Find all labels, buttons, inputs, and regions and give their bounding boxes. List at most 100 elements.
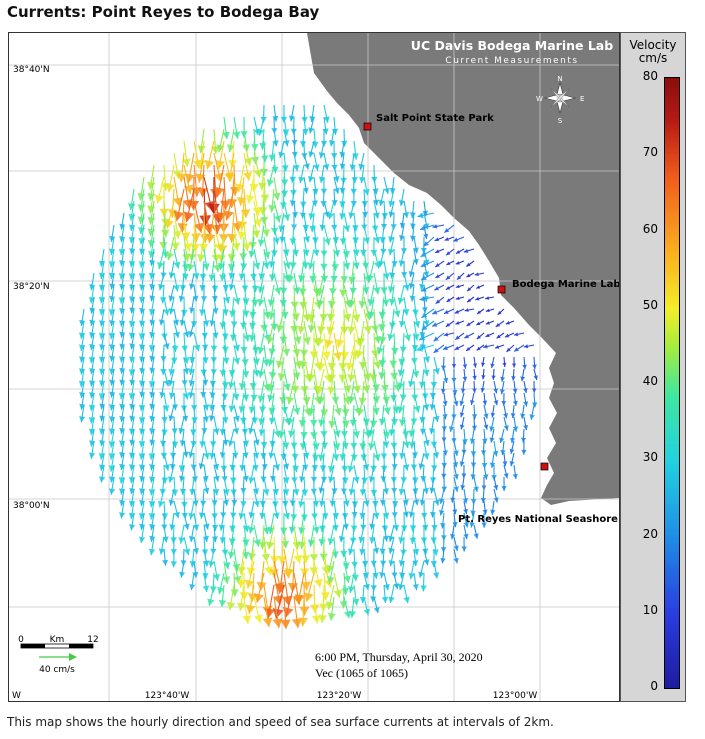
current-vector-head xyxy=(360,249,367,257)
current-vector-head xyxy=(283,213,291,221)
current-vector-head xyxy=(435,249,440,254)
current-vector-head xyxy=(168,499,175,506)
current-vector-head xyxy=(376,346,385,355)
current-vector-head xyxy=(511,363,517,368)
current-vector-head xyxy=(501,486,507,492)
current-vector-head xyxy=(163,343,170,350)
current-vector-head xyxy=(89,368,96,375)
current-vector-head xyxy=(370,560,377,567)
current-vector-head xyxy=(129,379,136,386)
scale-zero: 0 xyxy=(18,635,24,645)
current-vector-head xyxy=(451,438,457,444)
current-vector-head xyxy=(227,198,238,209)
current-vector-head xyxy=(408,511,415,518)
current-vector-head xyxy=(369,420,378,428)
current-vector-head xyxy=(149,535,156,542)
current-vector-head xyxy=(250,394,258,402)
current-vector-head xyxy=(245,579,255,589)
current-vector-head xyxy=(411,452,419,459)
current-vector-head xyxy=(327,212,335,220)
current-vector-head xyxy=(261,463,268,470)
current-vector-head xyxy=(373,286,381,295)
current-vector-head xyxy=(389,360,398,368)
current-vector-head xyxy=(139,391,146,398)
lon-label-123-00: 123°00'W xyxy=(493,691,538,701)
current-vector-head xyxy=(372,384,380,392)
current-vector-head xyxy=(243,334,251,342)
current-vector-head xyxy=(435,274,440,278)
current-vector-head xyxy=(229,464,236,471)
current-vector-head xyxy=(503,425,509,431)
current-vector-head xyxy=(233,415,240,422)
current-vector-head xyxy=(266,541,275,550)
current-vector-head xyxy=(315,337,325,347)
current-vector-head xyxy=(240,209,251,219)
current-vector-head xyxy=(109,235,116,242)
current-vector-head xyxy=(109,355,116,362)
current-vector-head xyxy=(432,549,439,556)
current-vector-head xyxy=(180,309,188,316)
current-vector-head xyxy=(192,524,200,531)
current-vector-head xyxy=(408,430,416,438)
current-vector-head xyxy=(433,415,440,422)
current-vector-head xyxy=(221,333,229,340)
current-vector-head xyxy=(228,405,236,413)
current-vector-head xyxy=(129,524,136,531)
current-vector-head xyxy=(370,249,378,256)
current-vector-head xyxy=(161,429,168,436)
current-vector-head xyxy=(202,357,209,364)
current-vector-head xyxy=(310,432,318,440)
current-vector-head xyxy=(298,176,305,184)
current-vector-head xyxy=(281,540,290,549)
current-vector-head xyxy=(119,283,126,290)
current-vector-head xyxy=(317,396,326,404)
current-vector-head xyxy=(313,164,320,171)
current-vector-head xyxy=(188,535,196,543)
current-vector-head xyxy=(99,403,106,410)
current-vector-head xyxy=(293,164,300,172)
current-vector-head xyxy=(202,585,210,593)
current-vector-head xyxy=(258,182,267,191)
current-vector-head xyxy=(511,376,516,381)
current-vector-head xyxy=(188,451,195,458)
current-vector-head xyxy=(283,383,291,391)
current-vector-head xyxy=(188,368,195,375)
current-vector-head xyxy=(520,437,527,443)
current-vector-head xyxy=(383,407,391,415)
current-vector-head xyxy=(282,165,289,172)
current-vector-head xyxy=(213,264,221,272)
current-vector-head xyxy=(232,242,241,251)
current-vector-head xyxy=(109,379,116,386)
current-vector-head xyxy=(312,237,319,244)
current-vector-head xyxy=(89,284,96,291)
current-vector-head xyxy=(168,308,175,315)
current-vector-head xyxy=(421,324,428,331)
current-vector-head xyxy=(341,408,350,417)
current-vector-head xyxy=(223,562,231,570)
current-vector-head xyxy=(399,222,406,229)
current-vector-head xyxy=(221,393,229,400)
current-vector-head xyxy=(259,142,267,150)
current-vector-head xyxy=(493,388,499,394)
current-vector-head xyxy=(452,389,458,396)
current-vector-head xyxy=(333,351,343,361)
current-vector-head xyxy=(523,344,529,349)
current-vector-head xyxy=(467,287,472,292)
current-vector-head xyxy=(388,596,395,603)
current-vector-head xyxy=(348,276,357,285)
current-vector-head xyxy=(464,334,470,339)
map-caption: This map shows the hourly direction and … xyxy=(7,715,554,729)
current-vector-head xyxy=(522,364,528,370)
current-vector-head xyxy=(139,500,146,507)
current-vector-head xyxy=(193,222,205,233)
current-vector-head xyxy=(291,313,300,322)
current-vector-head xyxy=(183,331,190,338)
current-vector-head xyxy=(388,547,395,554)
current-vector-head xyxy=(328,476,335,483)
compass-w: W xyxy=(536,95,543,103)
current-vector-head xyxy=(280,453,288,461)
current-vector-head xyxy=(128,213,136,221)
current-vector-head xyxy=(225,172,236,182)
current-vector-head xyxy=(284,567,295,578)
current-vector-head xyxy=(251,230,261,239)
